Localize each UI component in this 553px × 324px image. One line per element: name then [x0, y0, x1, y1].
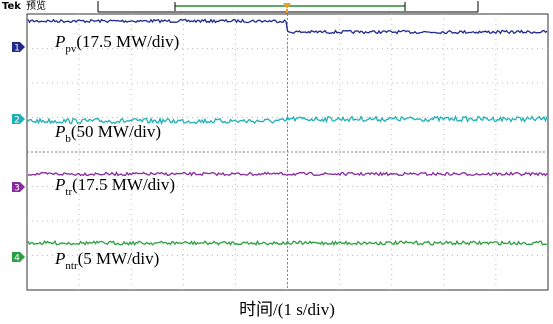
subscript: ntr: [65, 260, 78, 272]
scale: (50 MW/div): [71, 122, 161, 141]
subscript: pv: [65, 43, 77, 55]
oscilloscope-screen: Tek 预览 1Ppv(17.5 MW/div)2Pb(50 MW/div)3P…: [0, 0, 553, 324]
symbol: P: [54, 249, 65, 268]
scale: (17.5 MW/div): [72, 175, 175, 194]
x-axis-label: 时间/(1 s/div): [239, 300, 335, 319]
mode: 预览: [26, 0, 46, 12]
symbol: P: [54, 122, 65, 141]
channel-number: 1: [14, 44, 20, 54]
scale: (17.5 MW/div): [76, 32, 179, 51]
channel-number: 2: [14, 116, 20, 126]
symbol: P: [54, 175, 65, 194]
scale: (5 MW/div): [78, 249, 160, 268]
channel-number: 4: [14, 254, 20, 264]
symbol: P: [54, 32, 65, 51]
channel-number: 3: [14, 184, 20, 194]
brand: Tek: [2, 1, 21, 12]
